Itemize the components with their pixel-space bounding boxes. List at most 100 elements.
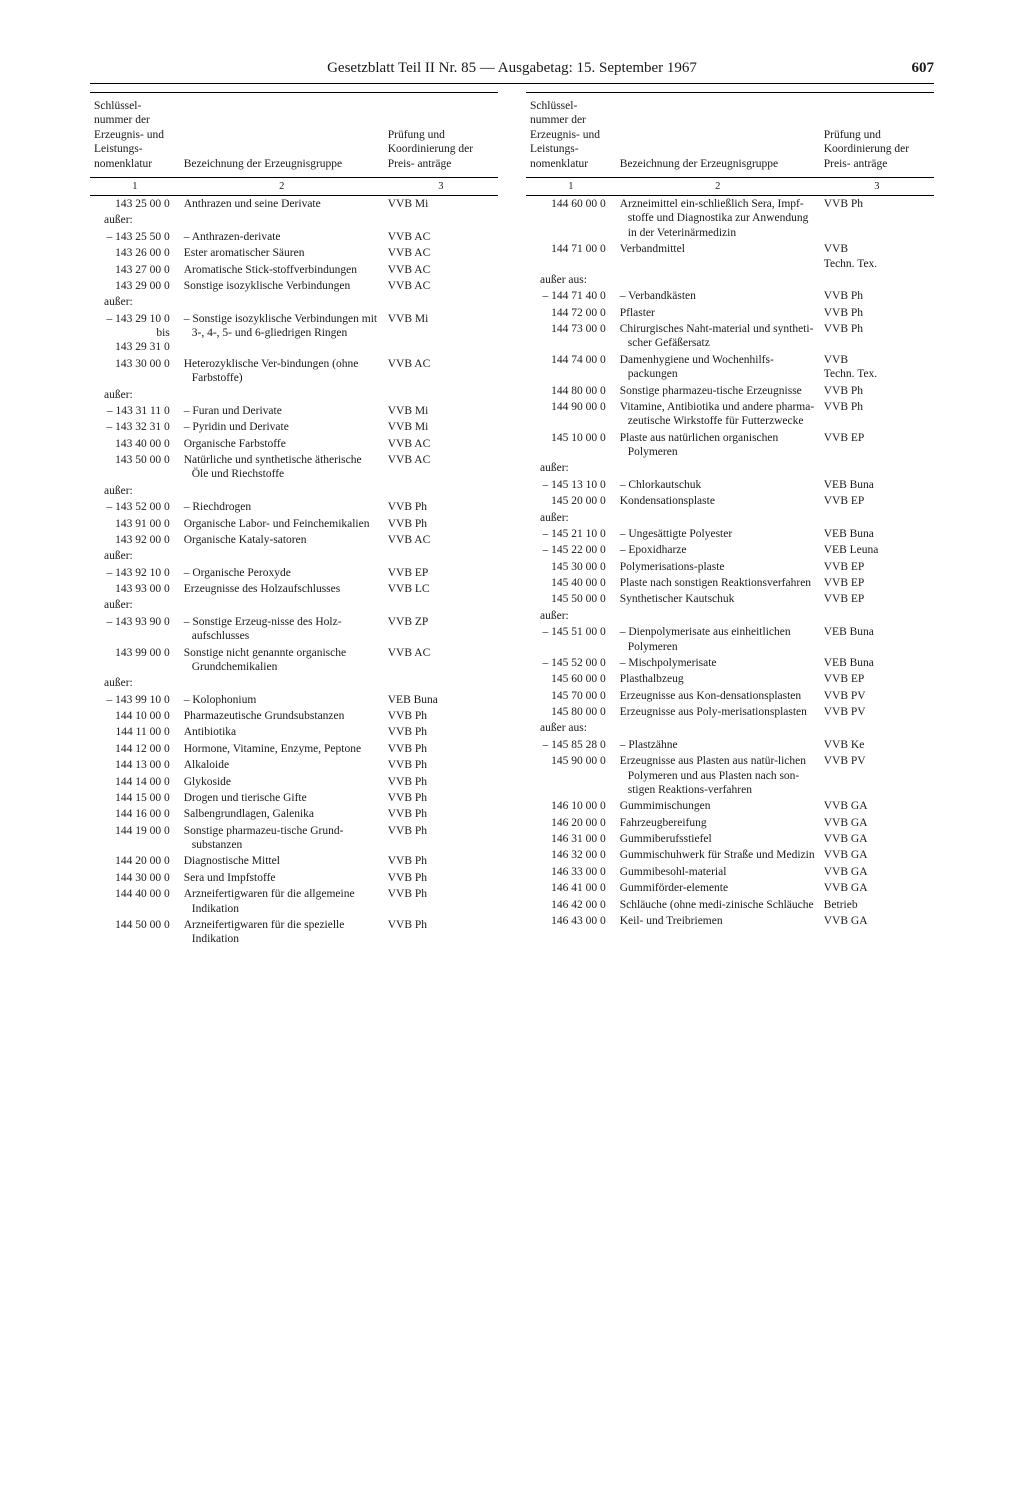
table-row: – 144 71 40 0– VerbandkästenVVB Ph bbox=[526, 288, 934, 304]
authority-cell: VVB AC bbox=[384, 278, 498, 294]
table-row: – 145 85 28 0– PlastzähneVVB Ke bbox=[526, 737, 934, 753]
desc-cell: Alkaloide bbox=[180, 757, 384, 773]
table-row: – 143 93 90 0– Sonstige Erzeug-nisse des… bbox=[90, 614, 498, 645]
desc-cell: Glykoside bbox=[180, 774, 384, 790]
code-cell: 146 31 00 0 bbox=[526, 831, 616, 847]
desc-cell: Plaste aus natürlichen organischen Polym… bbox=[616, 430, 820, 461]
desc-cell: – Dienpolymerisate aus einheitlichen Pol… bbox=[616, 624, 820, 655]
note-cell: außer: bbox=[90, 212, 498, 228]
desc-cell: – Epoxidharze bbox=[616, 542, 820, 558]
authority-cell: VVB Techn. Tex. bbox=[820, 352, 934, 383]
code-cell: – 145 13 10 0 bbox=[526, 477, 616, 493]
col-num-3: 3 bbox=[384, 177, 498, 195]
code-cell: 143 92 00 0 bbox=[90, 532, 180, 548]
table-row: – 143 31 11 0– Furan und DerivateVVB Mi bbox=[90, 403, 498, 419]
code-cell: 145 50 00 0 bbox=[526, 591, 616, 607]
code-cell: 145 90 00 0 bbox=[526, 753, 616, 798]
desc-cell: Gummimischungen bbox=[616, 798, 820, 814]
code-cell: 144 11 00 0 bbox=[90, 724, 180, 740]
code-cell: 144 19 00 0 bbox=[90, 823, 180, 854]
note-cell: außer aus: bbox=[526, 720, 934, 736]
col-header-2: Bezeichnung der Erzeugnisgruppe bbox=[180, 93, 384, 178]
code-cell: – 143 92 10 0 bbox=[90, 565, 180, 581]
desc-cell: Organische Farbstoffe bbox=[180, 436, 384, 452]
authority-cell: VVB Techn. Tex. bbox=[820, 241, 934, 272]
table-row: außer aus: bbox=[526, 720, 934, 736]
note-cell: außer: bbox=[90, 483, 498, 499]
code-cell: 145 30 00 0 bbox=[526, 559, 616, 575]
table-row: 145 60 00 0PlasthalbzeugVVB EP bbox=[526, 671, 934, 687]
code-cell: 143 40 00 0 bbox=[90, 436, 180, 452]
authority-cell: VVB EP bbox=[820, 671, 934, 687]
code-cell: 144 80 00 0 bbox=[526, 383, 616, 399]
desc-cell: Drogen und tierische Gifte bbox=[180, 790, 384, 806]
desc-cell: – Anthrazen-derivate bbox=[180, 229, 384, 245]
desc-cell: Arzneimittel ein-schließlich Sera, Impf-… bbox=[616, 196, 820, 242]
authority-cell: VVB GA bbox=[820, 798, 934, 814]
code-cell: – 143 93 90 0 bbox=[90, 614, 180, 645]
note-cell: außer: bbox=[90, 675, 498, 691]
desc-cell: Pharmazeutische Grundsubstanzen bbox=[180, 708, 384, 724]
desc-cell: Vitamine, Antibiotika und andere pharma-… bbox=[616, 399, 820, 430]
note-cell: außer: bbox=[90, 387, 498, 403]
desc-cell: Sonstige nicht genannte organische Grund… bbox=[180, 645, 384, 676]
col-header-3: Prüfung und Koordinierung der Preis- ant… bbox=[820, 93, 934, 178]
desc-cell: Gummiförder-elemente bbox=[616, 880, 820, 896]
table-row: – 145 51 00 0– Dienpolymerisate aus einh… bbox=[526, 624, 934, 655]
authority-cell: VVB AC bbox=[384, 452, 498, 483]
code-cell: 146 10 00 0 bbox=[526, 798, 616, 814]
table-row: außer: bbox=[90, 212, 498, 228]
authority-cell: VVB Ph bbox=[384, 741, 498, 757]
desc-cell: Chirurgisches Naht-material und syntheti… bbox=[616, 321, 820, 352]
table-row: – 143 92 10 0– Organische PeroxydeVVB EP bbox=[90, 565, 498, 581]
code-cell: – 143 31 11 0 bbox=[90, 403, 180, 419]
authority-cell: VVB Ph bbox=[820, 288, 934, 304]
desc-cell: Arzneifertigwaren für die allgemeine Ind… bbox=[180, 886, 384, 917]
code-cell: – 145 52 00 0 bbox=[526, 655, 616, 671]
content-columns: Schlüssel- nummer der Erzeugnis- und Lei… bbox=[90, 92, 934, 948]
table-row: 143 27 00 0Aromatische Stick-stoffverbin… bbox=[90, 262, 498, 278]
table-row: 145 30 00 0Polymerisations-plasteVVB EP bbox=[526, 559, 934, 575]
table-row: 146 41 00 0Gummiförder-elementeVVB GA bbox=[526, 880, 934, 896]
code-cell: 143 30 00 0 bbox=[90, 356, 180, 387]
desc-cell: – Sonstige Erzeug-nisse des Holz-aufschl… bbox=[180, 614, 384, 645]
table-row: 144 12 00 0Hormone, Vitamine, Enzyme, Pe… bbox=[90, 741, 498, 757]
table-row: 146 10 00 0GummimischungenVVB GA bbox=[526, 798, 934, 814]
table-row: 143 30 00 0Heterozyklische Ver-bindungen… bbox=[90, 356, 498, 387]
col-header-2: Bezeichnung der Erzeugnisgruppe bbox=[616, 93, 820, 178]
table-row: 143 25 00 0Anthrazen und seine DerivateV… bbox=[90, 196, 498, 213]
table-row: 144 80 00 0Sonstige pharmazeu-tische Erz… bbox=[526, 383, 934, 399]
code-cell: – 145 51 00 0 bbox=[526, 624, 616, 655]
authority-cell: VVB AC bbox=[384, 645, 498, 676]
authority-cell: VVB EP bbox=[820, 591, 934, 607]
authority-cell: VVB AC bbox=[384, 229, 498, 245]
code-cell: 143 25 00 0 bbox=[90, 196, 180, 213]
authority-cell: VVB EP bbox=[384, 565, 498, 581]
authority-cell: VVB Ph bbox=[384, 823, 498, 854]
authority-cell: VVB Ph bbox=[384, 853, 498, 869]
authority-cell: VVB AC bbox=[384, 532, 498, 548]
authority-cell: VVB AC bbox=[384, 356, 498, 387]
desc-cell: Salbengrundlagen, Galenika bbox=[180, 806, 384, 822]
table-row: – 145 52 00 0– MischpolymerisateVEB Buna bbox=[526, 655, 934, 671]
authority-cell: VVB AC bbox=[384, 245, 498, 261]
table-row: 143 40 00 0Organische FarbstoffeVVB AC bbox=[90, 436, 498, 452]
desc-cell: Synthetischer Kautschuk bbox=[616, 591, 820, 607]
table-row: 143 26 00 0Ester aromatischer SäurenVVB … bbox=[90, 245, 498, 261]
table-row: – 145 13 10 0– ChlorkautschukVEB Buna bbox=[526, 477, 934, 493]
table-row: 144 14 00 0GlykosideVVB Ph bbox=[90, 774, 498, 790]
table-row: 144 19 00 0Sonstige pharmazeu-tische Gru… bbox=[90, 823, 498, 854]
desc-cell: Plasthalbzeug bbox=[616, 671, 820, 687]
authority-cell: VVB EP bbox=[820, 430, 934, 461]
authority-cell: VVB PV bbox=[820, 688, 934, 704]
authority-cell: VVB Ph bbox=[820, 399, 934, 430]
code-cell: 143 99 00 0 bbox=[90, 645, 180, 676]
authority-cell: VVB PV bbox=[820, 704, 934, 720]
authority-cell: VVB GA bbox=[820, 831, 934, 847]
desc-cell: Anthrazen und seine Derivate bbox=[180, 196, 384, 213]
code-cell: 144 20 00 0 bbox=[90, 853, 180, 869]
col-header-1: Schlüssel- nummer der Erzeugnis- und Lei… bbox=[526, 93, 616, 178]
authority-cell: VVB GA bbox=[820, 864, 934, 880]
table-row: außer: bbox=[526, 460, 934, 476]
authority-cell: VEB Buna bbox=[384, 692, 498, 708]
